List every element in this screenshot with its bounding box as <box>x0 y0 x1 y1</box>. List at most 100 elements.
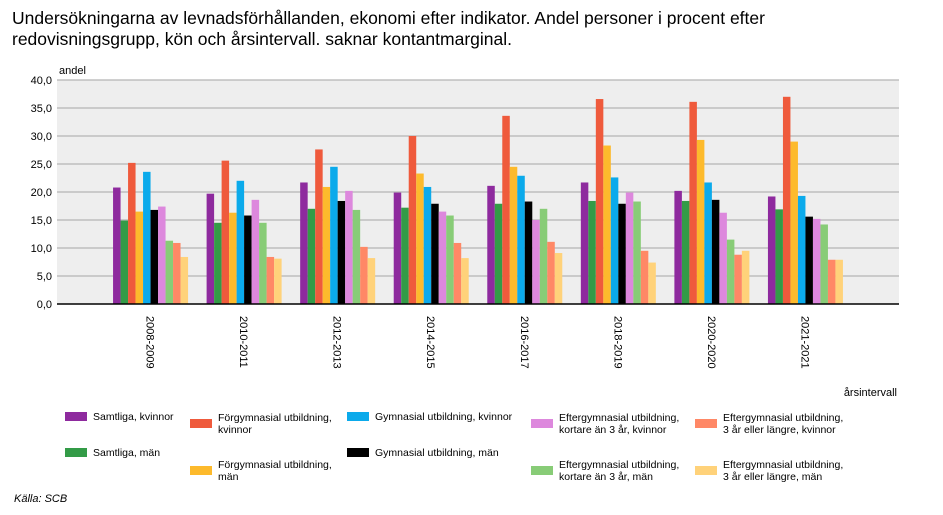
bar <box>554 253 563 304</box>
legend-label: Eftergymnasial utbildning, kortare än 3 å… <box>559 459 679 483</box>
bar <box>259 222 267 304</box>
bar <box>595 99 604 304</box>
chart-title: Undersökningarna av levnadsförhållanden,… <box>12 8 932 50</box>
bar <box>206 193 215 304</box>
legend-item: Eftergymnasial utbildning, 3 år eller län… <box>695 412 843 436</box>
bar <box>648 262 656 304</box>
y-tick-label: 10,0 <box>31 243 52 255</box>
legend-label-line: män <box>218 471 239 483</box>
bar <box>719 212 727 304</box>
legend-label-line: kortare än 3 år, män <box>559 471 653 483</box>
bar <box>266 256 275 304</box>
legend-item: Gymnasial utbildning, kvinnor <box>347 411 512 423</box>
x-tick-label: 2012-2013 <box>331 316 343 369</box>
legend-item: Samtliga, män <box>65 447 160 459</box>
bar <box>711 199 720 304</box>
bar <box>416 173 424 304</box>
legend-item: Förgymnasial utbildning, kvinnor <box>190 412 332 436</box>
y-tick-label: 5,0 <box>37 271 52 283</box>
legend-label-line: Eftergymnasial utbildning, <box>723 459 844 471</box>
legend-swatch <box>531 419 553 428</box>
bar <box>438 211 447 304</box>
legend-label-line: kortare än 3 år, kvinnor <box>559 424 667 436</box>
y-tick-label: 15,0 <box>31 215 52 227</box>
bar <box>128 162 136 304</box>
legend-label: Eftergymnasial utbildning, kortare än 3 å… <box>559 412 679 436</box>
legend-label-line: Gymnasial utbildning, män <box>375 447 499 459</box>
bar <box>524 201 533 304</box>
bar <box>640 250 649 304</box>
bar <box>494 203 503 304</box>
bar <box>322 186 331 304</box>
bar <box>487 185 495 304</box>
y-axis-label: andel <box>59 65 86 77</box>
bar <box>820 224 828 304</box>
bar <box>330 166 338 304</box>
bar <box>150 209 159 304</box>
bar <box>580 182 589 304</box>
bar <box>547 241 555 304</box>
bar <box>135 211 144 304</box>
legend-label-line: Gymnasial utbildning, kvinnor <box>375 411 513 423</box>
source-note: Källa: SCB <box>14 493 68 505</box>
y-tick-label: 30,0 <box>31 131 52 143</box>
bar <box>509 166 518 304</box>
legend-item: Samtliga, kvinnor <box>65 411 174 423</box>
bar <box>797 195 806 304</box>
legend-swatch <box>347 412 369 421</box>
bar <box>315 149 323 304</box>
bar <box>408 136 417 304</box>
y-tick-label: 40,0 <box>31 75 52 87</box>
bar <box>307 208 316 304</box>
bar <box>812 218 821 304</box>
legend-label-line: Förgymnasial utbildning, <box>218 459 332 471</box>
legend-label: Förgymnasial utbildning, män <box>218 459 332 483</box>
legend-swatch <box>695 419 717 428</box>
legend-label-line: Eftergymnasial utbildning, <box>559 459 680 471</box>
x-tick-label: 2008-2009 <box>144 316 156 369</box>
legend-item: Eftergymnasial utbildning, kortare än 3 å… <box>531 459 679 483</box>
legend-label-line: Eftergymnasial utbildning, <box>559 412 680 424</box>
bar <box>229 212 237 304</box>
bar <box>274 258 282 304</box>
bar <box>423 186 432 304</box>
bar <box>734 254 742 304</box>
legend-swatch <box>65 448 87 457</box>
legend-label-line: kvinnor <box>218 424 252 436</box>
x-tick-label: 2014-2015 <box>424 316 436 369</box>
bar <box>767 196 776 304</box>
legend-label: Eftergymnasial utbildning, 3 år eller län… <box>723 412 843 436</box>
bar <box>633 201 641 304</box>
bar <box>401 207 409 304</box>
bar <box>113 187 121 304</box>
y-tick-label: 0,0 <box>37 299 52 311</box>
legend-label-line: Förgymnasial utbildning, <box>218 412 332 424</box>
chart-title-line-2: redovisningsgrupp, kön och årsintervall.… <box>12 29 512 49</box>
bar <box>352 209 361 304</box>
legend-item: Förgymnasial utbildning, män <box>190 459 332 483</box>
bar <box>532 220 540 304</box>
bar <box>775 209 783 304</box>
bar <box>236 180 245 304</box>
y-tick-label: 25,0 <box>31 159 52 171</box>
legend-label: Samtliga, kvinnor <box>93 411 174 423</box>
bar <box>431 203 439 304</box>
legend-swatch <box>531 466 553 475</box>
bar <box>618 203 626 304</box>
y-tick-label: 20,0 <box>31 187 52 199</box>
chart-title-line-1: Undersökningarna av levnadsförhållanden,… <box>12 8 765 28</box>
x-tick-label: 2021-2021 <box>798 316 810 369</box>
bar <box>517 175 525 304</box>
x-axis-label: årsintervall <box>844 387 897 399</box>
bar <box>625 192 634 304</box>
bar <box>244 215 252 304</box>
legend-label: Gymnasial utbildning, män <box>375 447 499 459</box>
legend-swatch <box>190 466 212 475</box>
legend-item: Gymnasial utbildning, män <box>347 447 499 459</box>
bar <box>345 190 353 304</box>
x-tick-label: 2016-2017 <box>518 316 530 369</box>
bar <box>446 215 454 304</box>
legend-label: Samtliga, män <box>93 447 160 459</box>
legend-swatch <box>347 448 369 457</box>
bar <box>741 250 750 304</box>
